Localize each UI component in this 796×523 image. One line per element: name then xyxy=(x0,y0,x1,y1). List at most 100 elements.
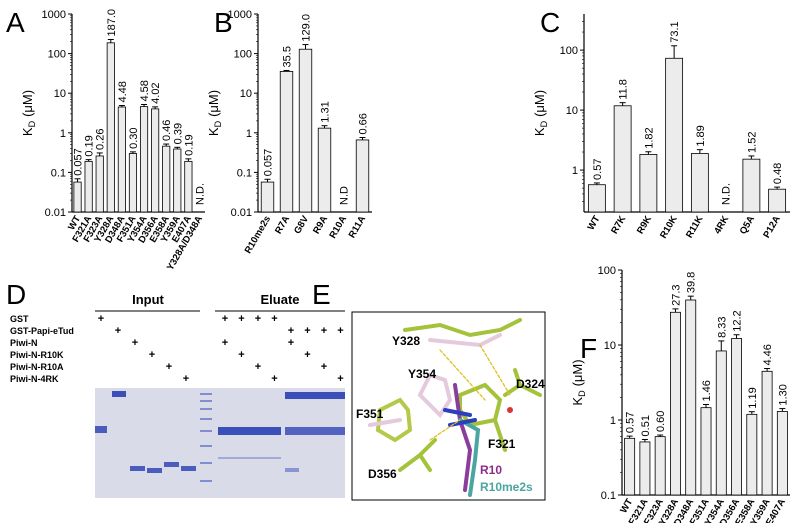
gel-row-label: GST xyxy=(10,314,29,324)
value-label: 129.0 xyxy=(301,14,313,42)
y-tick-label: 0.1 xyxy=(601,490,616,502)
bar xyxy=(84,160,93,213)
bar xyxy=(761,370,773,496)
lane-sign: + xyxy=(222,313,228,325)
ligand-label: R10me2s xyxy=(480,480,533,494)
bar xyxy=(715,350,727,496)
value-label: 0.48 xyxy=(772,163,784,184)
x-tick-label: R9A xyxy=(311,214,330,236)
panel-label: B xyxy=(214,7,233,38)
y-tick-label: 100 xyxy=(560,45,578,57)
lane-sign: + xyxy=(238,313,244,325)
y-axis-label: KD (μM) xyxy=(20,90,37,136)
x-tick-label: R10me2s xyxy=(243,214,273,256)
value-label: 0.51 xyxy=(640,415,652,436)
value-label: 1.46 xyxy=(701,380,713,401)
y-tick-label: 1000 xyxy=(228,9,252,21)
y-tick-label: 0.01 xyxy=(45,207,66,219)
bar xyxy=(670,311,681,496)
y-tick-label: 1 xyxy=(246,128,252,140)
x-tick-label: WT xyxy=(586,214,603,232)
x-tick-label: R11A xyxy=(347,214,368,240)
gel-header: Eluate xyxy=(260,292,299,307)
lane-sign: + xyxy=(132,337,138,349)
bar xyxy=(731,338,742,496)
y-tick-label: 10 xyxy=(566,105,578,117)
value-label: 4.46 xyxy=(762,344,774,365)
y-label-unit: (μM) xyxy=(20,90,35,117)
residue-label: Y354 xyxy=(408,367,436,381)
lane-sign: + xyxy=(321,325,327,337)
gel-row-label: GST-Papi-eTud xyxy=(10,326,74,336)
panel-label: C xyxy=(540,7,560,38)
bar xyxy=(665,57,684,213)
value-label: 4.48 xyxy=(117,81,129,102)
y-label-symbol: K xyxy=(532,127,547,136)
y-label-subscript: D xyxy=(213,120,223,127)
y-tick-label: 1 xyxy=(60,128,66,140)
bar xyxy=(162,145,171,213)
bar xyxy=(117,106,126,213)
gel-image xyxy=(95,388,345,498)
y-tick-label: 10 xyxy=(604,340,616,352)
value-label: 187.0 xyxy=(106,9,118,37)
lane-sign: + xyxy=(288,325,294,337)
structure-sticks xyxy=(368,318,542,497)
lane-sign: + xyxy=(255,361,261,373)
bar xyxy=(746,413,758,496)
residue-label: F321 xyxy=(488,437,516,451)
bar xyxy=(355,139,370,213)
y-tick-label: 0.1 xyxy=(237,167,252,179)
bar xyxy=(624,437,636,496)
lane-sign: + xyxy=(288,337,294,349)
gel-row-label: Piwi-N-R10A xyxy=(10,362,64,372)
bar xyxy=(639,441,651,496)
x-tick-label: R7K xyxy=(609,214,628,236)
lane-sign: + xyxy=(115,325,121,337)
bar xyxy=(776,411,788,496)
panel-label: D xyxy=(6,279,26,310)
bar xyxy=(685,299,697,496)
value-label: 1.31 xyxy=(320,101,332,122)
gel-row-label: Piwi-N-R10K xyxy=(10,350,64,360)
bar xyxy=(639,154,658,213)
y-label-subscript: D xyxy=(27,120,37,127)
y-tick-label: 10 xyxy=(240,88,252,100)
lane-sign: + xyxy=(183,373,189,385)
bar xyxy=(690,153,709,213)
value-label: 0.26 xyxy=(95,129,107,150)
residue-label: D356 xyxy=(368,467,397,481)
residue-label: F351 xyxy=(356,407,384,421)
value-label: N.D. xyxy=(194,183,206,205)
lane-sign: + xyxy=(238,349,244,361)
lane-sign: + xyxy=(337,325,343,337)
value-label: N.D xyxy=(339,186,351,205)
x-tick-label: Q5A xyxy=(738,214,757,237)
value-label: 1.82 xyxy=(643,127,655,148)
lane-sign: + xyxy=(166,361,172,373)
ligand-label: R10 xyxy=(480,463,502,477)
value-label: 0.46 xyxy=(161,120,173,141)
bar xyxy=(151,108,160,213)
residue-label: Y328 xyxy=(392,334,420,348)
y-label-subscript: D xyxy=(577,390,587,397)
value-label: 1.30 xyxy=(777,384,789,405)
y-label-subscript: D xyxy=(539,120,549,127)
x-tick-label: P12A xyxy=(761,214,782,240)
y-tick-label: 1000 xyxy=(42,9,66,21)
lane-sign: + xyxy=(337,373,343,385)
lane-sign: + xyxy=(321,361,327,373)
gel-header: Input xyxy=(132,292,164,307)
y-label-unit: (μM) xyxy=(532,90,547,117)
lane-sign: + xyxy=(304,325,310,337)
y-label-symbol: K xyxy=(206,127,221,136)
value-label: 0.30 xyxy=(128,127,140,148)
lane-sign: + xyxy=(304,349,310,361)
y-label-symbol: K xyxy=(20,127,35,136)
bar xyxy=(768,188,787,213)
panel-label: E xyxy=(312,279,331,310)
y-tick-label: 1 xyxy=(610,415,616,427)
value-label: 27.3 xyxy=(670,284,682,305)
value-label: 1.19 xyxy=(747,387,759,408)
bar xyxy=(587,184,606,213)
